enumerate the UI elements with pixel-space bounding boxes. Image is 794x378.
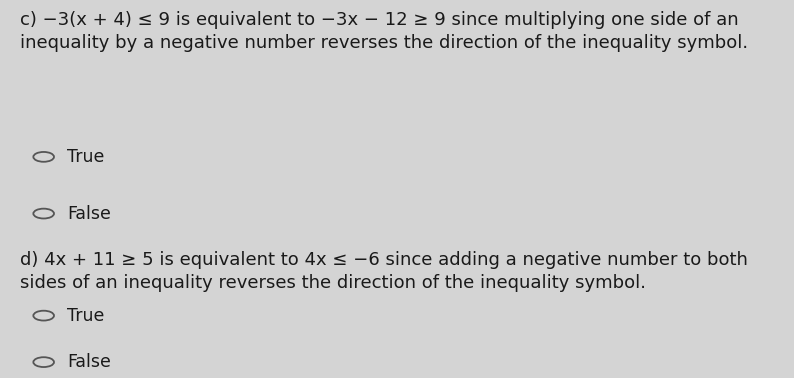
Text: d) 4x + 11 ≥ 5 is equivalent to 4x ≤ −6 since adding a negative number to both
s: d) 4x + 11 ≥ 5 is equivalent to 4x ≤ −6 … [20, 251, 748, 292]
Text: True: True [67, 148, 105, 166]
Text: c) −3(​x​ + 4) ≤ 9 is equivalent to −3x − 12 ≥ 9 since multiplying one side of a: c) −3(​x​ + 4) ≤ 9 is equivalent to −3x … [20, 11, 748, 52]
Text: False: False [67, 353, 111, 371]
Text: False: False [67, 204, 111, 223]
Text: True: True [67, 307, 105, 325]
